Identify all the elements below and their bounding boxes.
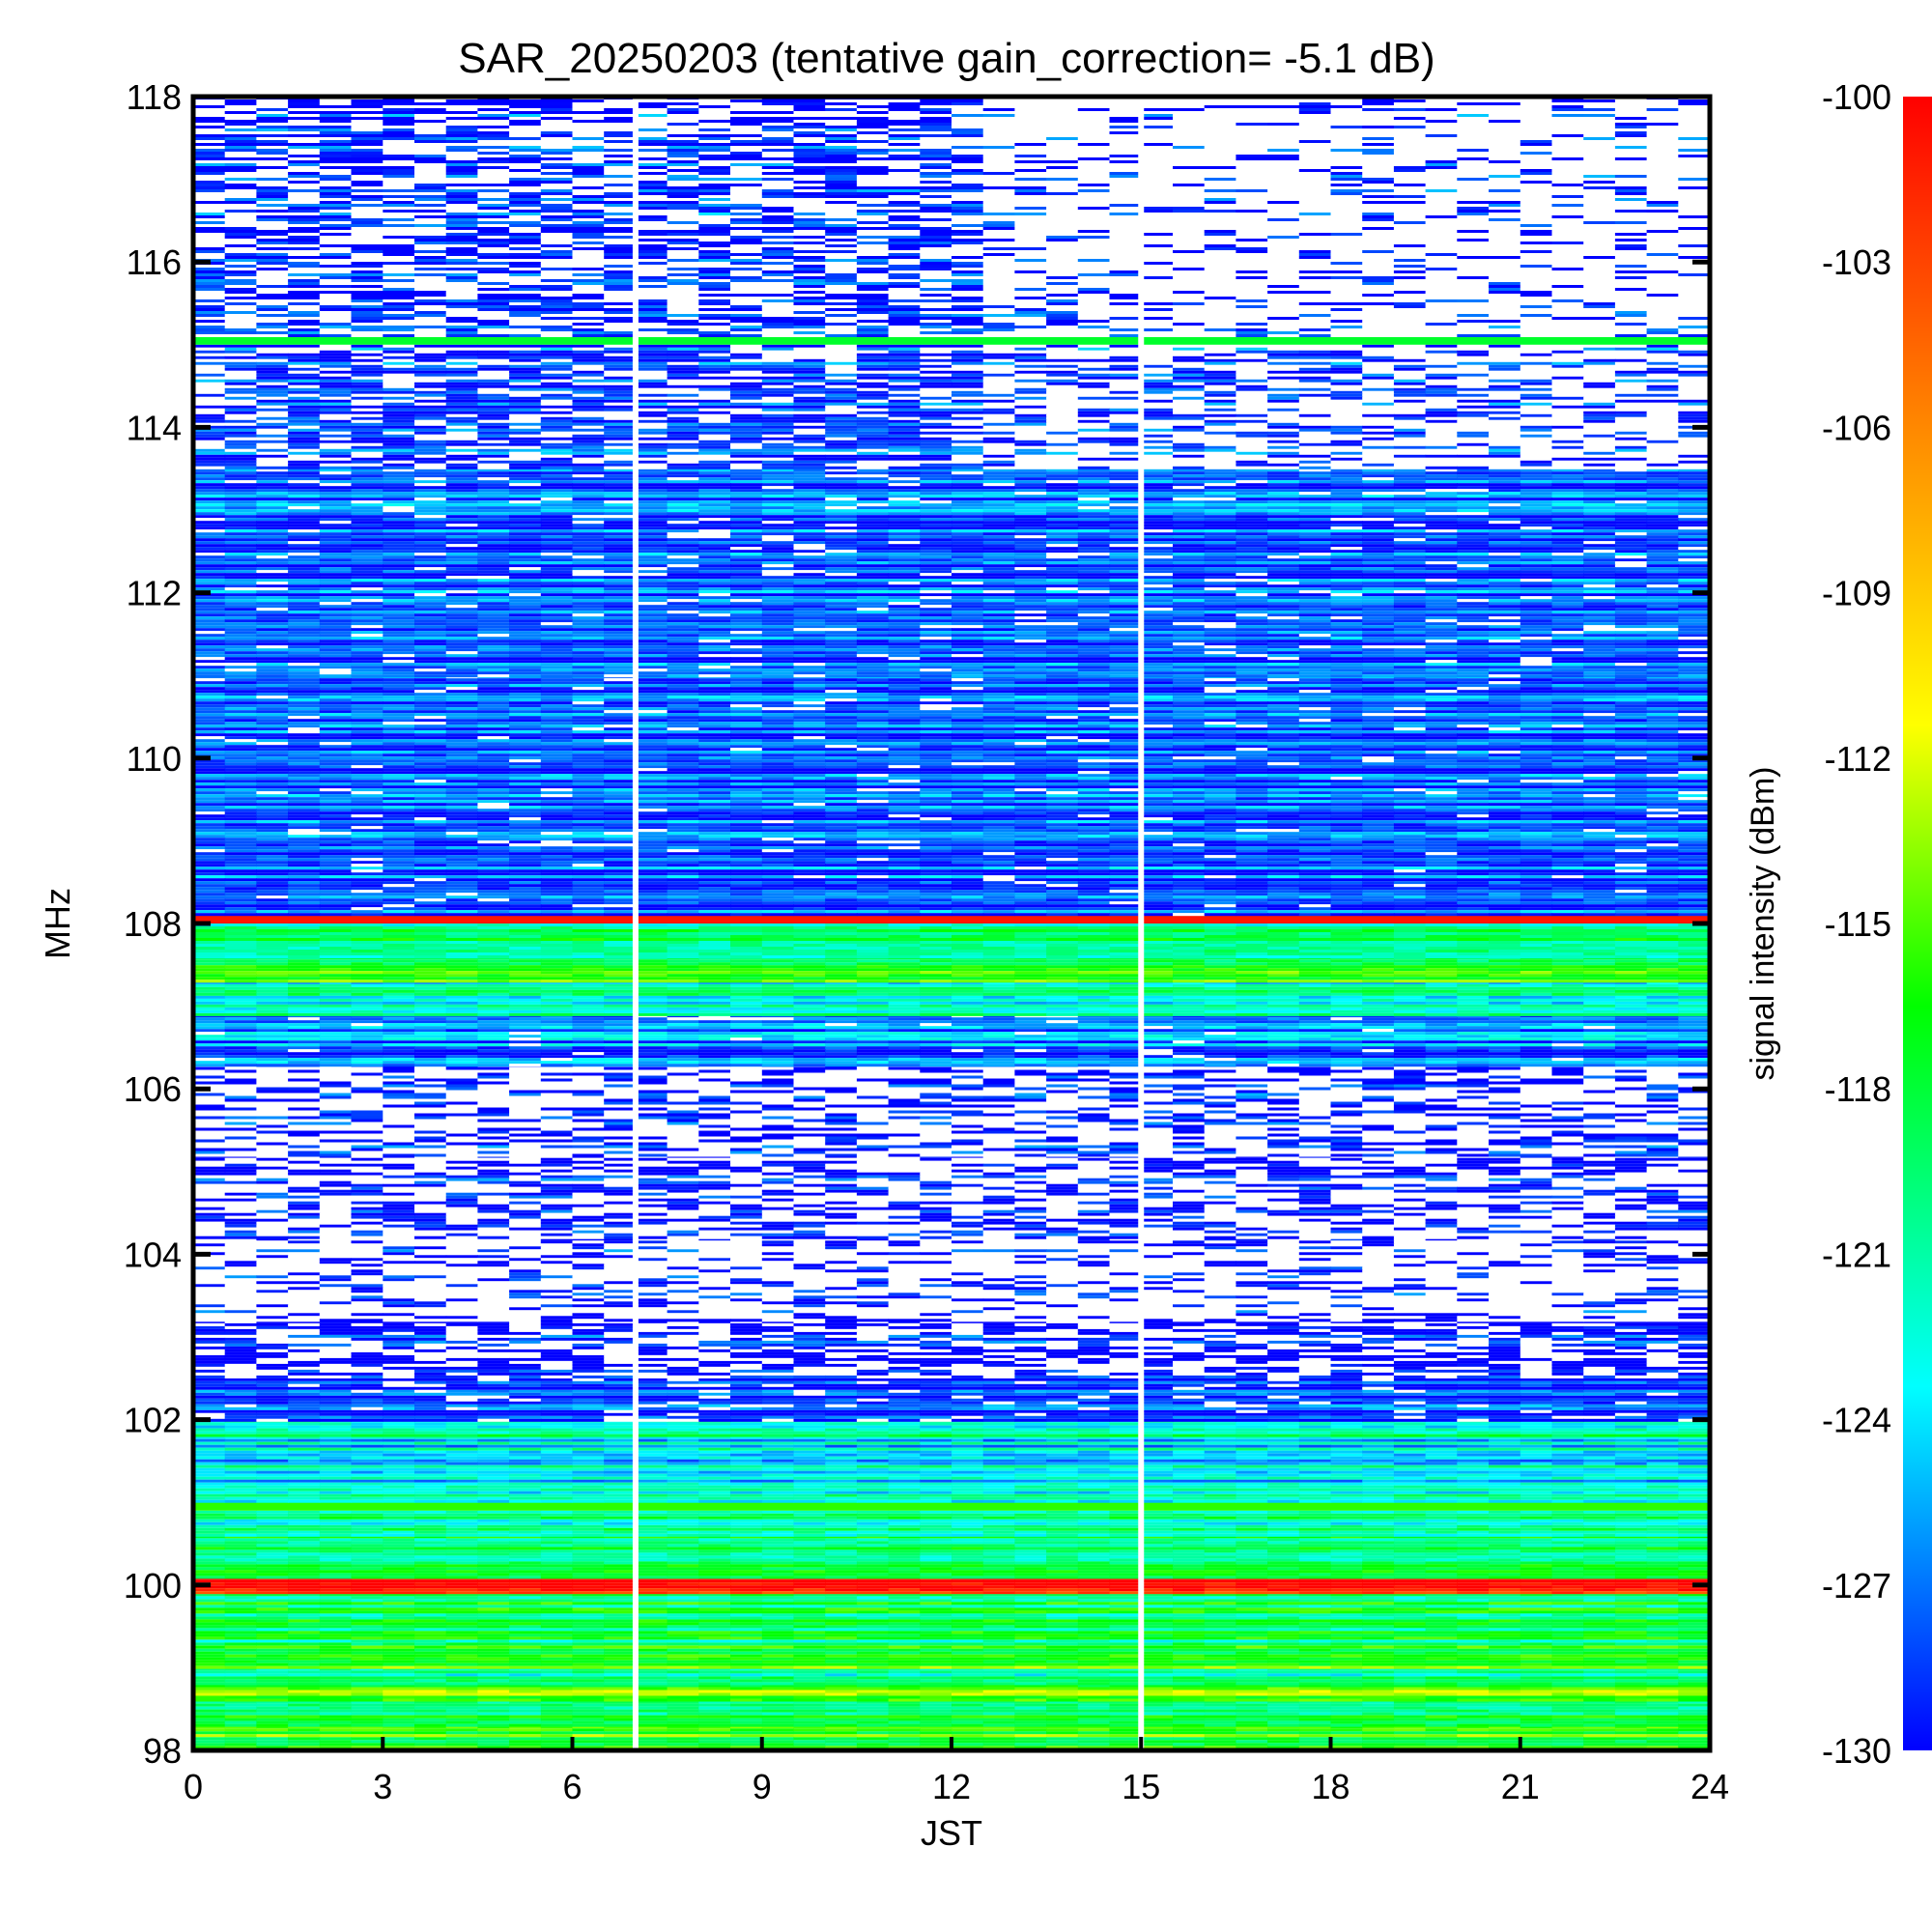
spectral-band xyxy=(193,1593,1711,1646)
colorbar-tick-label: -130 xyxy=(1822,1731,1891,1771)
y-tick-label: 100 xyxy=(124,1566,182,1605)
y-tick-label: 98 xyxy=(143,1731,182,1771)
spectral-band xyxy=(193,980,1711,1016)
spectral-band xyxy=(193,1419,1711,1437)
colorbar-tick-label: -124 xyxy=(1822,1401,1891,1440)
spectral-band xyxy=(193,469,1711,678)
y-tick-label: 108 xyxy=(124,904,182,944)
spectral-band xyxy=(193,1642,1711,1669)
colorbar-tick-label: -112 xyxy=(1825,739,1891,779)
data-gap-line xyxy=(632,97,639,1750)
colorbar-tick-label: -106 xyxy=(1822,408,1891,447)
spectral-band xyxy=(193,344,1711,469)
x-tick-label: 12 xyxy=(932,1767,971,1806)
colorbar-ticks: -100 -103 -106 -109 -112 -115 -118 -121 -124 -127… xyxy=(1822,77,1891,1771)
spectral-band xyxy=(193,1667,1711,1686)
y-axis-ticks: 98 100 102 104 106 108 110 112 114 116 118 xyxy=(124,77,1710,1771)
x-tick-label: 15 xyxy=(1122,1767,1160,1806)
y-tick-label: 114 xyxy=(127,408,182,447)
spectral-band xyxy=(193,956,1711,983)
colorbar-tick-label: -118 xyxy=(1825,1069,1891,1109)
chart-title: SAR_20250203 (tentative gain_correction=… xyxy=(458,35,1435,82)
spectral-band xyxy=(193,97,1711,337)
colorbar-tick-label: -115 xyxy=(1825,904,1891,944)
x-tick-label: 6 xyxy=(562,1767,582,1806)
x-tick-label: 21 xyxy=(1501,1767,1540,1806)
colorbar xyxy=(1903,97,1932,1750)
y-tick-label: 104 xyxy=(124,1235,182,1274)
colorbar-tick-label: -121 xyxy=(1822,1235,1891,1274)
y-tick-label: 112 xyxy=(127,574,182,613)
spectral-band xyxy=(193,1014,1711,1067)
colorbar-tick-label: -109 xyxy=(1822,574,1891,613)
y-tick-label: 116 xyxy=(127,242,182,282)
spectral-band xyxy=(193,1237,1711,1322)
spectral-band xyxy=(193,923,1711,958)
colorbar-label: signal intensity (dBm) xyxy=(1745,766,1781,1080)
spectral-band xyxy=(193,1064,1711,1157)
x-axis-ticks: 0 3 6 9 12 15 18 21 24 xyxy=(184,1737,1729,1806)
plot-area xyxy=(193,97,1711,1752)
spectral-band xyxy=(193,915,1710,923)
x-tick-label: 24 xyxy=(1690,1767,1729,1806)
spectral-band xyxy=(193,1320,1711,1378)
y-tick-label: 106 xyxy=(124,1069,182,1109)
spectral-band xyxy=(193,1510,1711,1537)
data-gap-line xyxy=(1138,97,1145,1750)
colorbar-tick-label: -100 xyxy=(1822,77,1891,117)
x-tick-label: 18 xyxy=(1311,1767,1350,1806)
spectral-band xyxy=(193,1577,1711,1595)
y-tick-label: 110 xyxy=(127,739,182,779)
colorbar-tick-label: -127 xyxy=(1822,1566,1891,1605)
spectral-band xyxy=(193,1535,1711,1579)
data-gap-lines xyxy=(632,97,1145,1750)
spectral-band xyxy=(193,1700,1711,1727)
x-tick-label: 0 xyxy=(184,1767,203,1806)
y-axis-label: MHz xyxy=(38,888,77,959)
spectral-band xyxy=(193,1502,1710,1511)
colorbar-tick-label: -103 xyxy=(1822,242,1891,282)
x-axis-label: JST xyxy=(921,1813,982,1853)
x-tick-label: 3 xyxy=(373,1767,392,1806)
spectral-band xyxy=(193,1684,1711,1702)
spectral-band xyxy=(193,1154,1711,1239)
spectral-band xyxy=(193,1378,1711,1422)
y-tick-label: 102 xyxy=(124,1401,182,1440)
spectral-band xyxy=(193,336,1710,345)
spectral-band xyxy=(193,675,1711,917)
y-tick-label: 118 xyxy=(127,77,182,117)
spectral-band xyxy=(193,1435,1711,1503)
x-tick-label: 9 xyxy=(753,1767,772,1806)
